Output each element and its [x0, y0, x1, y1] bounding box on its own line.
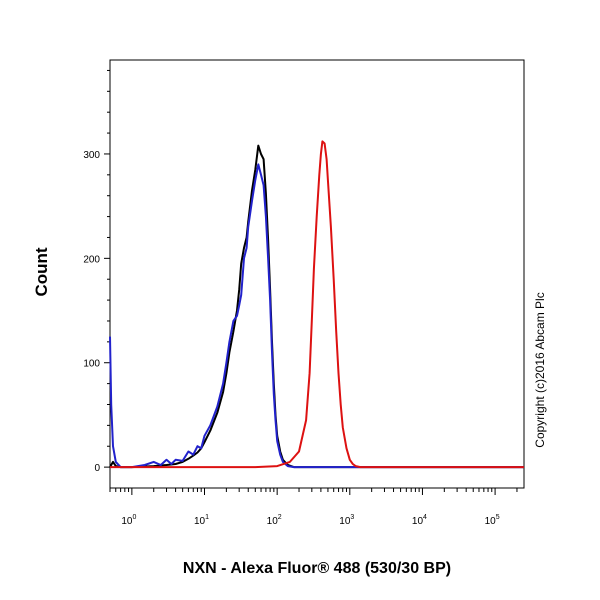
x-tick-label: 105: [485, 514, 500, 527]
series-line-3: [110, 140, 524, 469]
y-tick-label: 200: [83, 254, 100, 265]
y-tick-label: 0: [94, 463, 100, 474]
y-tick-label: 100: [83, 359, 100, 370]
series-line-2: [109, 163, 524, 469]
y-tick-label: 300: [83, 150, 100, 161]
x-tick-label: 104: [412, 514, 427, 527]
x-axis-title: NXN - Alexa Fluor® 488 (530/30 BP): [183, 560, 451, 577]
x-tick-label: 101: [194, 514, 209, 527]
plot-frame: [109, 59, 525, 489]
x-tick-label: 100: [121, 514, 136, 527]
y-axis-title: Count: [32, 247, 51, 296]
series-line-1: [109, 144, 524, 469]
x-axis: 100 101 102 103 104 105: [109, 488, 518, 527]
x-tick-label: 103: [339, 514, 354, 527]
y-axis: 0 100 200 300: [83, 69, 110, 474]
copyright-annotation: Copyright (c)2016 Abcam Plc: [533, 292, 547, 447]
histogram-series: [109, 140, 524, 469]
x-tick-label: 102: [267, 514, 282, 527]
